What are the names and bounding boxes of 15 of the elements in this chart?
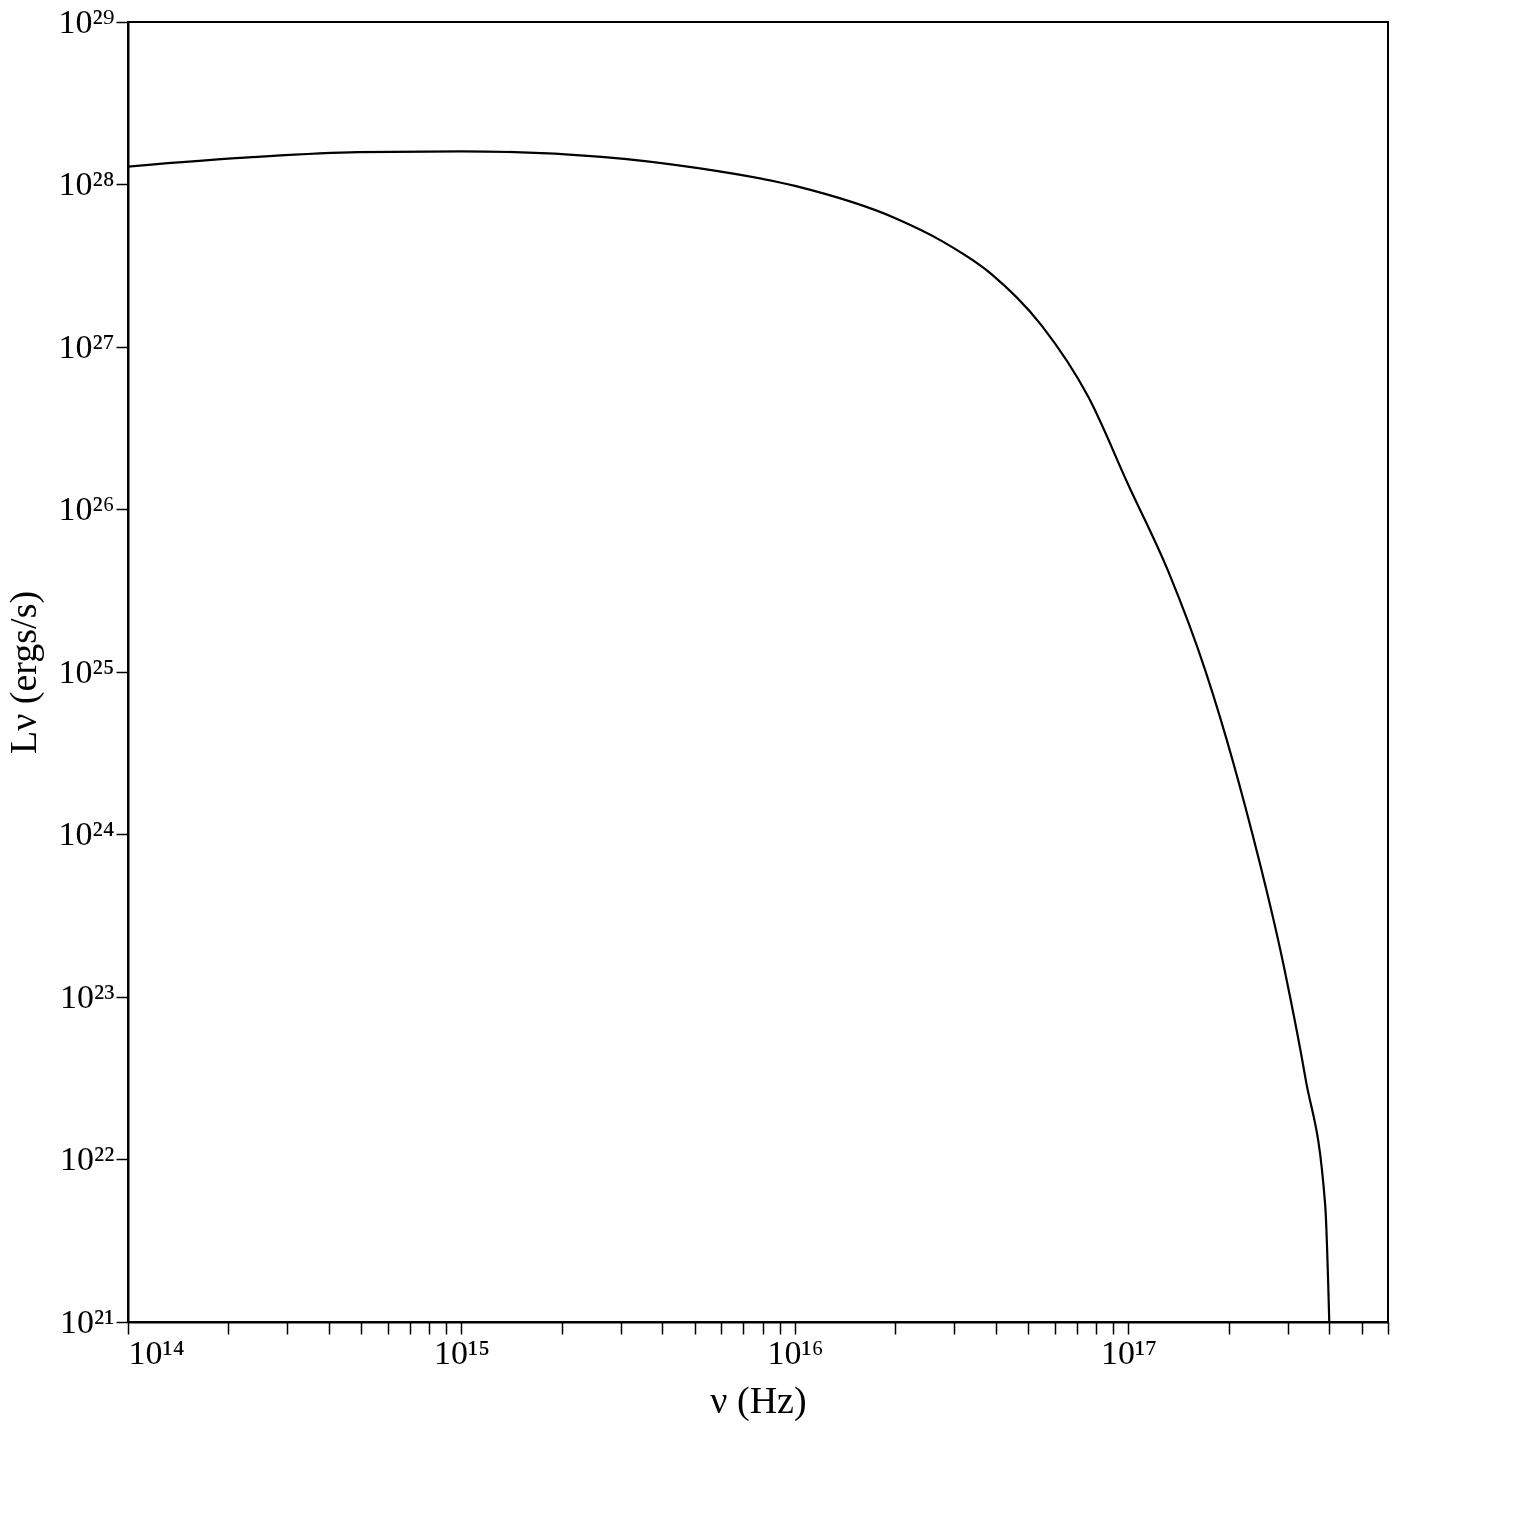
y-tick-label: 10²³ <box>60 977 115 1015</box>
y-tick-label: 10²¹ <box>60 1302 115 1340</box>
x-tick-label: 10¹⁷ <box>1100 1333 1158 1371</box>
y-tick-label: 10²⁹ <box>58 2 115 40</box>
y-tick-label: 10²⁷ <box>58 327 115 365</box>
y-tick-label: 10²⁸ <box>58 165 115 202</box>
x-tick-label: 10¹⁶ <box>767 1333 824 1371</box>
y-tick-label: 10²⁵ <box>58 652 115 690</box>
y-tick-label: 10²⁶ <box>58 490 115 527</box>
y-axis-title: Lν (ergs/s) <box>2 590 46 755</box>
x-axis-title: ν (Hz) <box>710 1378 807 1422</box>
y-tick-label: 10²⁴ <box>58 815 115 852</box>
x-tick-label: 10¹⁴ <box>128 1333 185 1371</box>
x-tick-label: 10¹⁵ <box>433 1333 491 1371</box>
y-tick-label: 10²² <box>60 1140 115 1177</box>
